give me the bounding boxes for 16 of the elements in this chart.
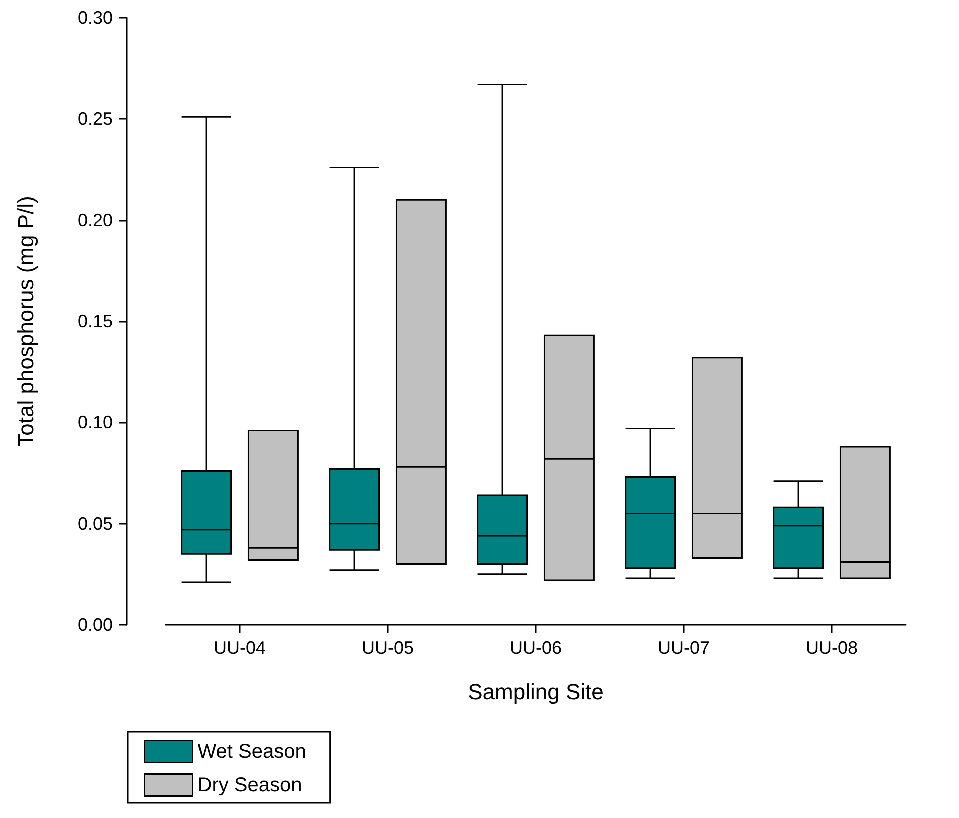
legend-label: Dry Season [198,774,302,796]
y-axis-title: Total phosphorus (mg P/l) [14,196,38,447]
x-tick-label: UU-07 [658,638,710,658]
legend-label: Wet Season [198,740,306,763]
x-tick-label: UU-06 [510,638,562,658]
y-tick-label: 0.20 [78,210,113,230]
y-tick-label: 0.05 [78,514,113,534]
x-tick-label: UU-05 [362,638,414,658]
x-tick-label: UU-08 [806,638,858,658]
y-tick-label: 0.15 [78,312,113,332]
y-tick-label: 0.30 [78,8,113,28]
x-axis-title: Sampling Site [468,680,604,704]
y-tick-label: 0.25 [78,109,113,130]
x-tick-label: UU-04 [214,638,266,658]
y-tick-label: 0.00 [78,615,113,635]
y-tick-label: 0.10 [78,412,113,433]
